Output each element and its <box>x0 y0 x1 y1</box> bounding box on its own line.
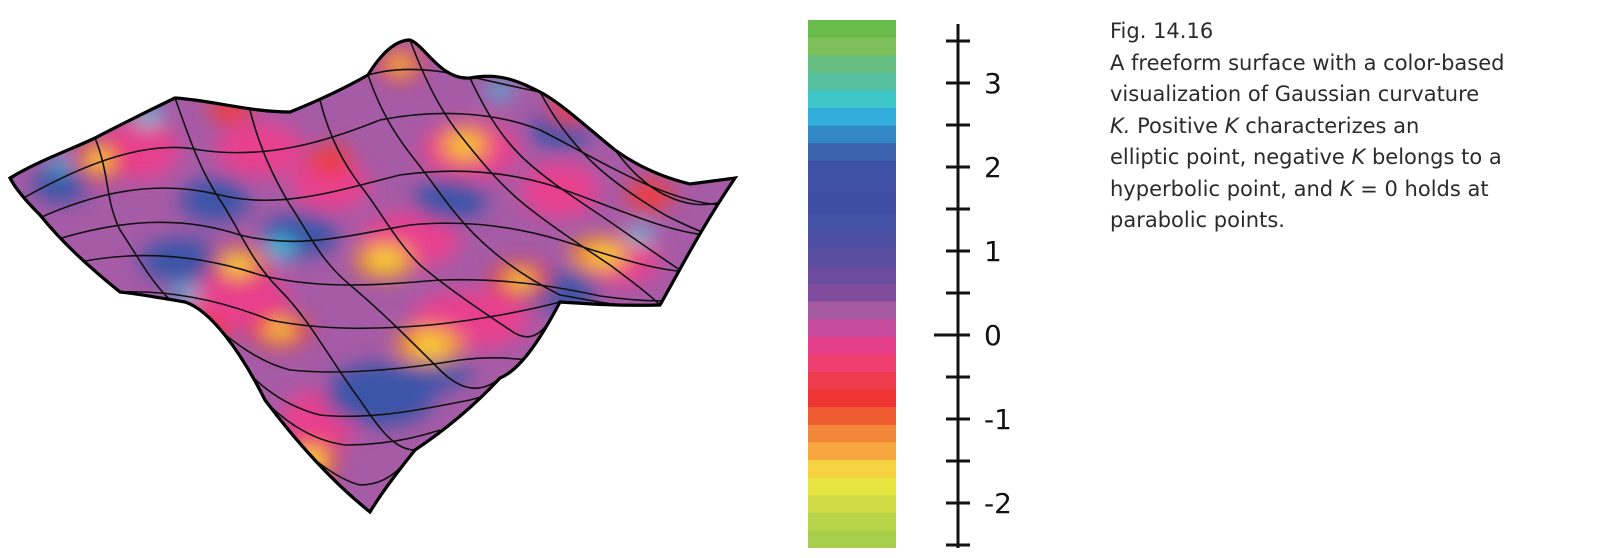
color-band <box>808 125 896 144</box>
caption-line: hyperbolic point, and K = 0 holds at <box>1110 174 1580 206</box>
caption-text-segment: K <box>1224 113 1239 138</box>
color-band <box>808 389 896 408</box>
curvature-color-field <box>32 49 674 482</box>
figure-caption: Fig. 14.16 A freeform surface with a col… <box>1110 16 1580 237</box>
freeform-surface-figure <box>7 38 739 515</box>
scale-tick-label: 1 <box>984 235 1002 268</box>
color-band <box>808 477 896 496</box>
color-band <box>808 442 896 461</box>
caption-text-segment: characterizes an <box>1238 113 1420 138</box>
color-band <box>808 266 896 285</box>
scale-tick-label: 3 <box>984 67 1002 100</box>
caption-line: A freeform surface with a color-based <box>1110 48 1580 80</box>
color-band <box>808 301 896 320</box>
color-band <box>808 90 896 109</box>
caption-text-segment: K <box>1351 145 1366 169</box>
color-band <box>808 495 896 514</box>
caption-text-segment: hyperbolic point, and <box>1110 176 1340 201</box>
caption-text-segment: K <box>1339 176 1354 201</box>
figure-label: Fig. 14.16 <box>1110 19 1214 43</box>
color-band <box>808 213 896 232</box>
caption-text-segment: visualization of Gaussian curvature <box>1110 82 1480 106</box>
scale-tick-label: -2 <box>984 487 1012 520</box>
scale-tick-label: 0 <box>984 319 1002 352</box>
color-band <box>808 512 896 531</box>
surface-outline <box>7 38 739 515</box>
surface-body <box>10 40 735 512</box>
caption-text: A freeform surface with a color-based vis… <box>1110 48 1580 237</box>
scale-labels: 3 2 1 0 -1 -2 <box>984 67 1012 520</box>
color-band <box>808 178 896 197</box>
color-band <box>808 530 896 548</box>
caption-line: K. Positive K characterizes an <box>1110 111 1580 143</box>
color-band <box>808 55 896 74</box>
color-band <box>808 354 896 373</box>
color-band <box>808 231 896 250</box>
color-band <box>808 424 896 443</box>
scale-ticks <box>934 39 970 547</box>
caption-text-segment: belongs to a <box>1365 145 1502 169</box>
color-band <box>808 20 896 39</box>
caption-text-segment: K. <box>1110 113 1131 138</box>
color-band <box>808 336 896 355</box>
curvature-color-bar <box>808 20 896 548</box>
caption-text-segment: elliptic point, negative <box>1110 145 1352 169</box>
color-band <box>808 72 896 91</box>
color-band <box>808 284 896 303</box>
surface-mesh-lines <box>10 40 735 512</box>
color-band <box>808 143 896 162</box>
curvature-scale-axis: 3 2 1 0 -1 -2 <box>934 24 1012 548</box>
color-band <box>808 196 896 215</box>
color-band <box>808 319 896 338</box>
color-band <box>808 108 896 127</box>
color-bar-bands <box>808 20 896 548</box>
color-band <box>808 372 896 391</box>
color-band <box>808 248 896 267</box>
caption-text-segment: = 0 holds at <box>1353 176 1489 201</box>
caption-text-segment: Positive <box>1130 113 1225 138</box>
caption-line: visualization of Gaussian curvature <box>1110 79 1580 111</box>
color-band <box>808 160 896 179</box>
caption-text-segment: parabolic points. <box>1110 208 1285 232</box>
color-band <box>808 460 896 479</box>
caption-line: parabolic points. <box>1110 205 1580 237</box>
scale-tick-label: -1 <box>984 403 1012 436</box>
caption-text-segment: A freeform surface with a color-based <box>1110 50 1505 75</box>
color-band <box>808 37 896 56</box>
color-band <box>808 407 896 426</box>
caption-line: elliptic point, negative K belongs to a <box>1110 142 1580 174</box>
scale-tick-label: 2 <box>984 151 1002 184</box>
